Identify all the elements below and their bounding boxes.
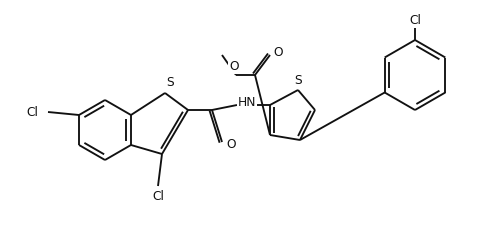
Text: O: O xyxy=(273,46,283,59)
Text: O: O xyxy=(229,60,239,73)
Text: O: O xyxy=(226,139,236,152)
Text: Cl: Cl xyxy=(26,105,38,118)
Text: S: S xyxy=(294,75,302,88)
Text: S: S xyxy=(166,76,174,89)
Text: HN: HN xyxy=(238,97,256,110)
Text: Cl: Cl xyxy=(409,13,421,26)
Text: Cl: Cl xyxy=(152,190,164,202)
